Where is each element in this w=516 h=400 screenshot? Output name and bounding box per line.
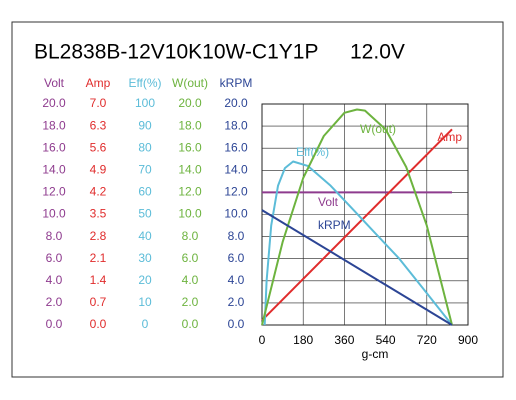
legend-entry: Volt [44,76,65,90]
y-tick-label: 8.0 [46,229,63,243]
y-tick-label: 20.0 [42,96,66,110]
y-tick-label: 0.0 [46,317,63,331]
y-tick-label: 90 [138,118,152,132]
x-tick-label: 540 [376,333,396,347]
chart-title: BL2838B-12V10K10W-C1Y1P [34,41,318,64]
y-tick-label: 0.0 [90,317,107,331]
series-label: Amp [437,130,462,144]
y-tick-label: 100 [135,96,155,110]
y-tick-label: 14.0 [224,162,248,176]
y-tick-label: 0.0 [182,317,199,331]
y-tick-label: 18.0 [178,118,202,132]
y-tick-label: 18.0 [224,118,248,132]
y-tick-label: 0.0 [228,317,245,331]
legend-entry: Eff(%) [128,76,161,90]
y-tick-label: 30 [138,251,152,265]
y-tick-label: 12.0 [178,185,202,199]
y-tick-label: 60 [138,185,152,199]
y-tick-label: 7.0 [90,96,107,110]
y-tick-label: 6.0 [182,251,199,265]
series-label: Eff(%) [296,145,329,159]
y-tick-label: 12.0 [224,185,248,199]
legend-entry: W(out) [172,76,208,90]
y-tick-label: 8.0 [228,229,245,243]
y-tick-label: 10.0 [42,207,66,221]
y-tick-label: 2.0 [182,295,199,309]
y-tick-label: 80 [138,140,152,154]
frame [11,21,504,378]
y-tick-label: 2.0 [46,295,63,309]
y-tick-label: 16.0 [178,140,202,154]
y-tick-label: 10.0 [224,207,248,221]
y-tick-label: 3.5 [90,207,107,221]
y-tick-label: 40 [138,229,152,243]
series-line [261,108,453,326]
x-tick-label: 360 [334,333,354,347]
series-line [261,209,453,326]
y-tick-label: 16.0 [224,140,248,154]
y-tick-label: 20 [138,273,152,287]
x-tick-label: 180 [293,333,313,347]
y-tick-label: 16.0 [42,140,66,154]
y-tick-label: 4.9 [90,162,107,176]
y-tick-label: 14.0 [42,162,66,176]
series-line [261,128,453,322]
y-tick-label: 12.0 [42,185,66,199]
y-tick-label: 2.8 [90,229,107,243]
chart-subtitle: 12.0V [350,41,405,64]
x-tick-label: 720 [417,333,437,347]
legend-entry: kRPM [220,76,253,90]
y-tick-label: 0.7 [90,295,107,309]
y-tick-label: 10.0 [178,207,202,221]
y-tick-label: 6.0 [228,251,245,265]
y-tick-label: 2.1 [90,251,107,265]
y-tick-label: 5.6 [90,140,107,154]
y-tick-label: 4.0 [228,273,245,287]
y-tick-label: 1.4 [90,273,107,287]
y-tick-label: 2.0 [228,295,245,309]
y-tick-label: 6.0 [46,251,63,265]
series-line [263,160,453,326]
y-tick-label: 4.0 [182,273,199,287]
y-tick-label: 0 [142,317,149,331]
x-tick-label: 900 [458,333,478,347]
y-tick-label: 18.0 [42,118,66,132]
y-tick-label: 14.0 [178,162,202,176]
y-tick-label: 6.3 [90,118,107,132]
x-axis-label: g-cm [362,347,389,361]
legend-entry: Amp [86,76,111,90]
series-label: kRPM [318,218,351,232]
y-tick-label: 20.0 [178,96,202,110]
series-label: W(out) [360,122,396,136]
series-label: Volt [318,195,339,209]
y-tick-label: 50 [138,207,152,221]
y-tick-label: 10 [138,295,152,309]
y-tick-label: 4.0 [46,273,63,287]
y-tick-label: 70 [138,162,152,176]
y-tick-label: 8.0 [182,229,199,243]
y-tick-label: 20.0 [224,96,248,110]
y-tick-label: 4.2 [90,185,107,199]
x-tick-label: 0 [259,333,266,347]
